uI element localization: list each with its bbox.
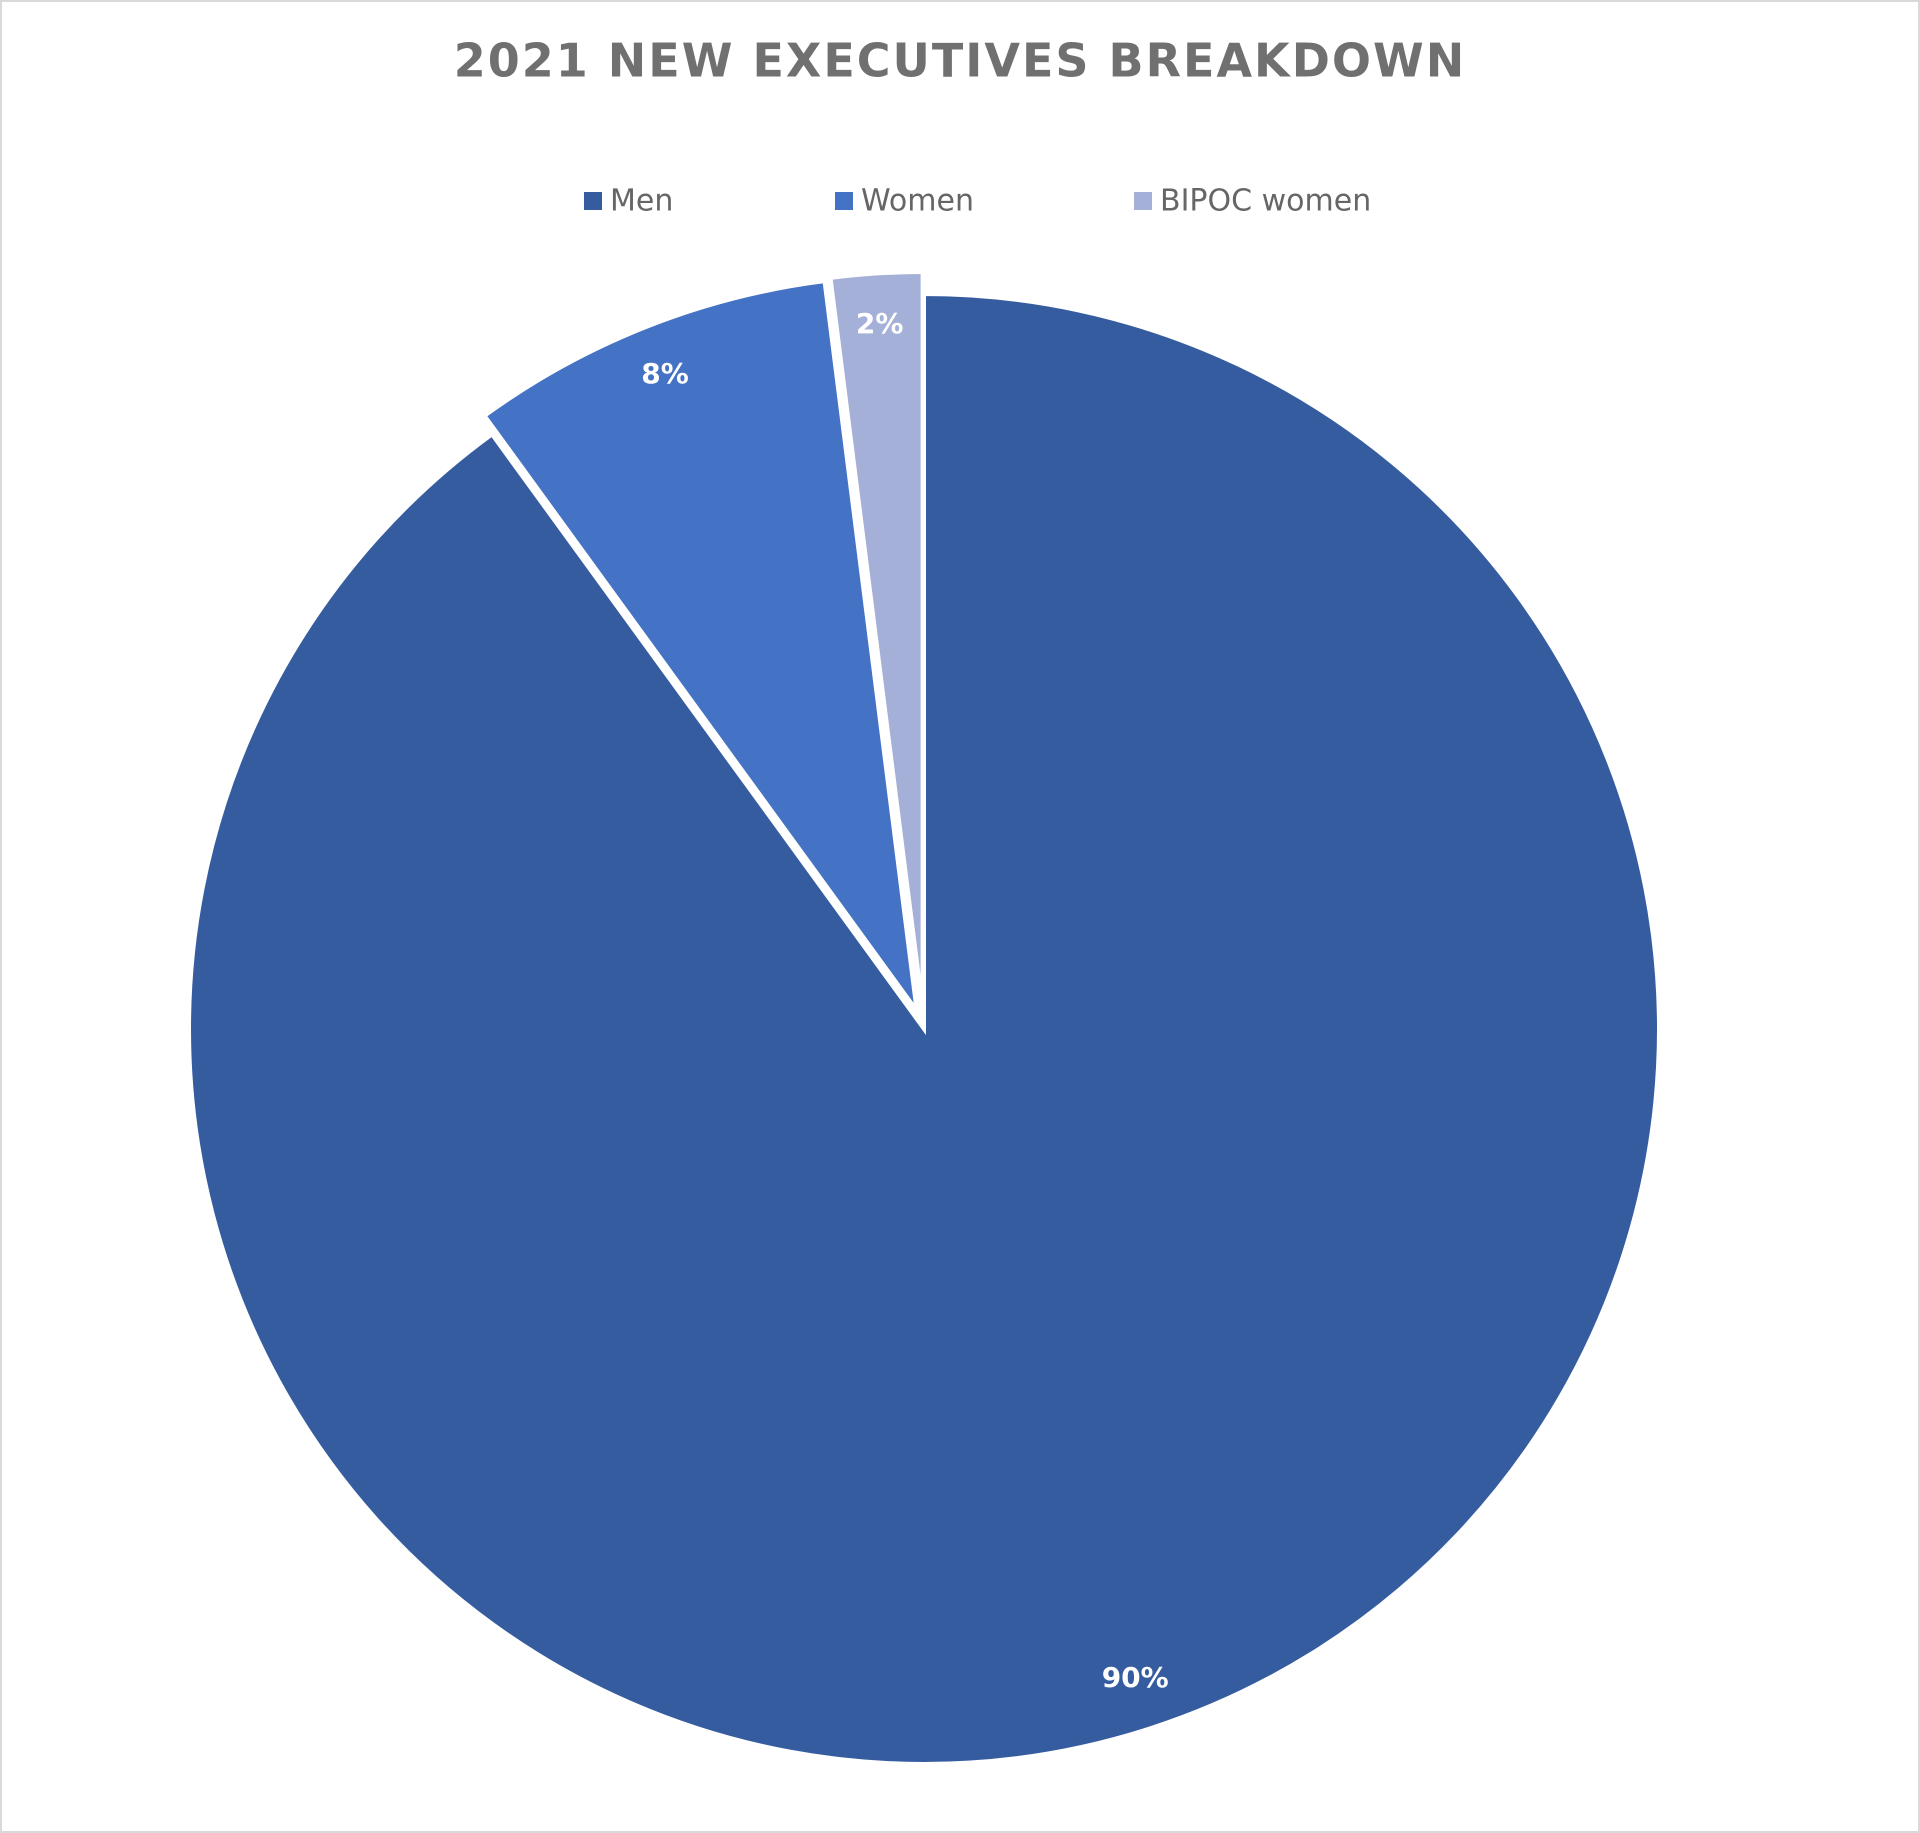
data-label: 2% — [856, 307, 904, 340]
legend-swatch — [1134, 192, 1152, 210]
data-label: 8% — [641, 357, 689, 390]
legend-swatch — [835, 192, 853, 210]
legend-swatch — [584, 192, 602, 210]
pie-slice — [187, 291, 1661, 1766]
pie-slice — [828, 270, 925, 1008]
data-label: 90% — [1102, 1661, 1169, 1694]
legend-label: BIPOC women — [1160, 184, 1371, 219]
legend-label: Women — [861, 184, 974, 219]
legend-label: Men — [610, 184, 673, 219]
pie-slice — [481, 278, 919, 1012]
chart-title: 2021 NEW EXECUTIVES BREAKDOWN — [454, 34, 1466, 88]
